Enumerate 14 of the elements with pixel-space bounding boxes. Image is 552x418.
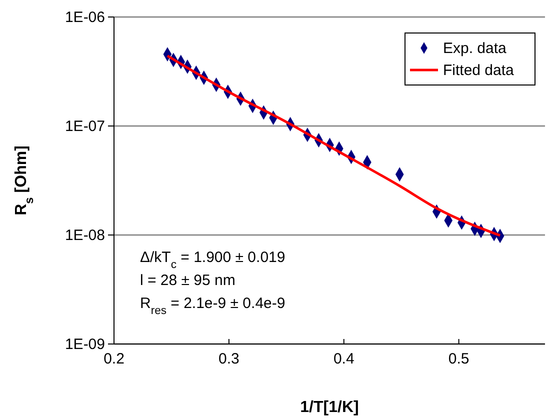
x-tick-label: 0.5 [448, 350, 470, 368]
legend-label: Exp. data [443, 40, 508, 57]
y-tick-label: 1E-09 [64, 336, 105, 353]
x-tick-label: 0.4 [333, 350, 354, 368]
annotation: R$_{res}$ = 2.1e-9 ± 0.4e-9 [140, 295, 286, 317]
y-tick-label: 1E-07 [64, 118, 105, 135]
legend-label: Fitted data [443, 62, 515, 79]
x-tick-label: 0.2 [104, 350, 124, 368]
y-tick-label: 1E-06 [64, 8, 105, 26]
annotation: l = 28 ± 95 nm [140, 272, 236, 289]
x-axis-title: 1/T[1/K] [300, 399, 359, 416]
annotation: Δ/kT$_{c}$ = 1.900 ± 0.019 [140, 249, 286, 271]
x-tick-label: 0.3 [218, 350, 240, 368]
y-tick-label: 1E-08 [64, 226, 105, 244]
